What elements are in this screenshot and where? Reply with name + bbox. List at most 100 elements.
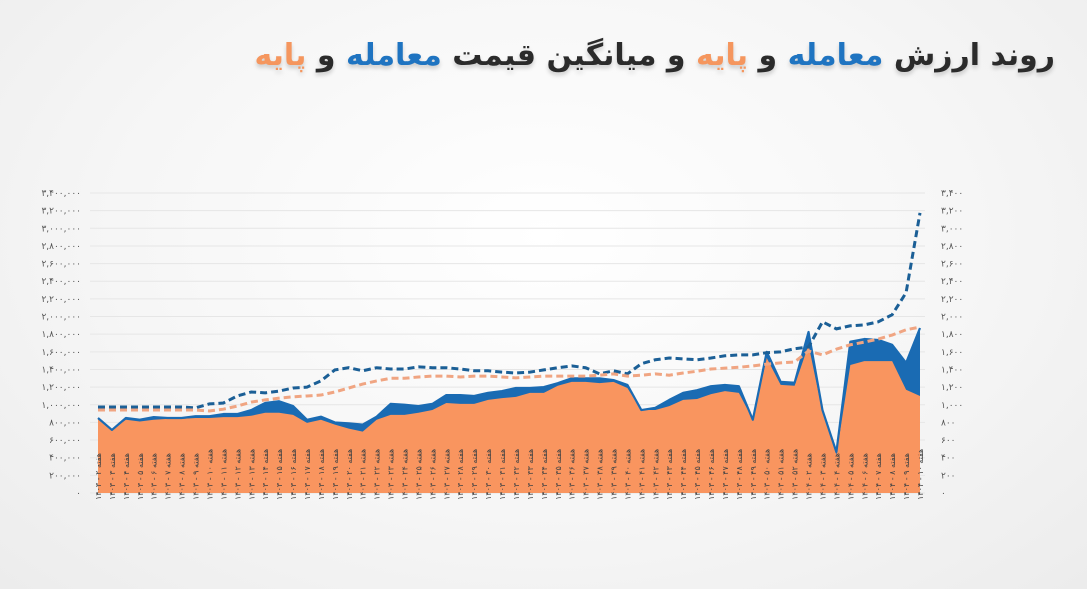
x-axis-tick: هفته ۱۳ - ۱۴۰۳ bbox=[247, 449, 256, 500]
left-axis-tick: ۱,۸۰۰,۰۰۰ bbox=[41, 330, 81, 340]
base-value-area bbox=[98, 344, 920, 493]
x-axis-tick: هفته ۲۹ - ۱۴۰۳ bbox=[470, 449, 479, 500]
x-axis-tick: هفته ۳ - ۱۴۰۴ bbox=[818, 453, 827, 500]
x-axis-tick: هفته ۱۶ - ۱۴۰۳ bbox=[289, 449, 298, 500]
x-axis-tick: هفته ۱۷ - ۱۴۰۳ bbox=[303, 449, 312, 500]
x-axis: هفته ۲ - ۱۴۰۳ هفته ۳ - ۱۴۰۳ هفته ۴ - ۱۴۰۳ ه… bbox=[94, 449, 925, 500]
x-axis-tick: هفته ۷ - ۱۴۰۳ bbox=[164, 453, 173, 500]
x-axis-tick: هفته ۴۶ - ۱۴۰۳ bbox=[707, 449, 716, 500]
x-axis-tick: هفته ۲ - ۱۴۰۳ bbox=[94, 453, 103, 500]
x-axis-tick: هفته ۱۲ - ۱۴۰۳ bbox=[233, 449, 242, 500]
x-axis-tick: هفته ۹ - ۱۴۰۴ bbox=[902, 453, 911, 500]
title-part: و bbox=[748, 38, 788, 73]
x-axis-tick: هفته ۴۹ - ۱۴۰۳ bbox=[749, 449, 758, 500]
x-axis-tick: هفته ۱۴ - ۱۴۰۳ bbox=[261, 449, 270, 500]
x-axis-tick: هفته ۴ - ۱۴۰۴ bbox=[832, 453, 841, 500]
x-axis-tick: هفته ۱۰ - ۱۴۰۴ bbox=[916, 449, 925, 500]
x-axis-tick: هفته ۳۰ - ۱۴۰۳ bbox=[484, 449, 493, 500]
left-axis-tick: ۱,۴۰۰,۰۰۰ bbox=[41, 365, 81, 375]
right-axis-tick: ۱,۴۰۰ bbox=[941, 365, 963, 375]
x-axis-tick: هفته ۶ - ۱۴۰۴ bbox=[860, 453, 869, 500]
right-axis-tick: ۳,۲۰۰ bbox=[941, 207, 963, 217]
right-axis-tick: ۱,۰۰۰ bbox=[941, 401, 963, 411]
x-axis-tick: هفته ۲۱ - ۱۴۰۳ bbox=[359, 449, 368, 500]
right-axis-tick: ۲,۸۰۰ bbox=[941, 242, 963, 252]
x-axis-tick: هفته ۲۴ - ۱۴۰۳ bbox=[401, 449, 410, 500]
trade-value-edge-line bbox=[97, 327, 922, 454]
right-axis-tick: ۲,۴۰۰ bbox=[941, 277, 963, 287]
left-axis-tick: ۲,۲۰۰,۰۰۰ bbox=[41, 295, 81, 305]
left-axis-tick: ۲,۴۰۰,۰۰۰ bbox=[41, 277, 81, 287]
x-axis-tick: هفته ۴۷ - ۱۴۰۳ bbox=[721, 449, 730, 500]
x-axis-tick: هفته ۴۰ - ۱۴۰۳ bbox=[623, 449, 632, 500]
right-axis-tick: ۳,۴۰۰ bbox=[941, 189, 963, 199]
title-part-base: پایه bbox=[696, 38, 749, 73]
title-part: و bbox=[306, 38, 346, 73]
x-axis-tick: هفته ۳۳ - ۱۴۰۳ bbox=[526, 449, 535, 500]
right-axis-tick: ۶۰۰ bbox=[941, 436, 956, 446]
x-axis-tick: هفته ۵۲ - ۱۴۰۳ bbox=[791, 449, 800, 500]
left-axis-tick: ۱,۰۰۰,۰۰۰ bbox=[41, 401, 81, 411]
left-axis: ۰ ۲۰۰,۰۰۰ ۴۰۰,۰۰۰ ۶۰۰,۰۰۰ ۸۰۰,۰۰۰ ۱,۰۰۰,۰۰۰ ۱,… bbox=[41, 189, 81, 499]
left-axis-tick: ۴۰۰,۰۰۰ bbox=[49, 454, 81, 464]
left-axis-tick: ۱,۲۰۰,۰۰۰ bbox=[41, 383, 81, 393]
left-axis-tick: ۳,۰۰۰,۰۰۰ bbox=[41, 224, 81, 234]
x-axis-tick: هفته ۱۰ - ۱۴۰۳ bbox=[205, 449, 214, 500]
x-axis-tick: هفته ۴۲ - ۱۴۰۳ bbox=[651, 449, 660, 500]
left-axis-tick: ۲۰۰,۰۰۰ bbox=[49, 471, 81, 481]
right-axis-tick: ۱,۲۰۰ bbox=[941, 383, 963, 393]
x-axis-tick: هفته ۴۱ - ۱۴۰۳ bbox=[637, 449, 646, 500]
x-axis-tick: هفته ۵ - ۱۴۰۳ bbox=[136, 453, 145, 500]
x-axis-tick: هفته ۳۹ - ۱۴۰۳ bbox=[609, 449, 618, 500]
right-axis-tick: ۱,۸۰۰ bbox=[941, 330, 963, 340]
right-axis-tick: ۲۰۰ bbox=[941, 471, 956, 481]
x-axis-tick: هفته ۳۱ - ۱۴۰۳ bbox=[498, 449, 507, 500]
left-axis-tick: ۲,۰۰۰,۰۰۰ bbox=[41, 313, 81, 323]
right-axis-tick: ۱,۶۰۰ bbox=[941, 348, 963, 358]
x-axis-tick: هفته ۱۹ - ۱۴۰۳ bbox=[331, 449, 340, 500]
left-axis-tick: ۳,۲۰۰,۰۰۰ bbox=[41, 207, 81, 217]
avg-base-price-line bbox=[98, 325, 921, 413]
x-axis-tick: هفته ۴ - ۱۴۰۳ bbox=[122, 453, 131, 500]
title-part-trade: معامله bbox=[787, 38, 884, 73]
right-axis-tick: ۳,۰۰۰ bbox=[941, 224, 963, 234]
left-axis-tick: ۲,۶۰۰,۰۰۰ bbox=[41, 260, 81, 270]
avg-trade-price-line bbox=[98, 212, 922, 410]
x-axis-tick: هفته ۲۰ - ۱۴۰۳ bbox=[345, 449, 354, 500]
x-axis-tick: هفته ۴۵ - ۱۴۰۳ bbox=[693, 449, 702, 500]
x-axis-tick: هفته ۴۴ - ۱۴۰۳ bbox=[679, 449, 688, 500]
x-axis-tick: هفته ۸ - ۱۴۰۳ bbox=[178, 453, 187, 500]
right-axis-tick: ۲,۰۰۰ bbox=[941, 313, 963, 323]
x-axis-tick: هفته ۳۷ - ۱۴۰۳ bbox=[582, 449, 591, 500]
x-axis-tick: هفته ۳۴ - ۱۴۰۳ bbox=[540, 449, 549, 500]
x-axis-tick: هفته ۳۶ - ۱۴۰۳ bbox=[568, 449, 577, 500]
x-axis-tick: هفته ۵۱ - ۱۴۰۳ bbox=[777, 449, 786, 500]
left-axis-tick: ۶۰۰,۰۰۰ bbox=[49, 436, 81, 446]
right-axis-tick: ۴۰۰ bbox=[941, 454, 956, 464]
x-axis-tick: هفته ۴۸ - ۱۴۰۳ bbox=[735, 449, 744, 500]
left-axis-tick: ۸۰۰,۰۰۰ bbox=[49, 418, 81, 428]
x-axis-tick: هفته ۳۵ - ۱۴۰۳ bbox=[554, 449, 563, 500]
x-axis-tick: هفته ۹ - ۱۴۰۳ bbox=[192, 453, 201, 500]
left-axis-tick: ۰ bbox=[76, 489, 81, 499]
x-axis-tick: هفته ۳ - ۱۴۰۳ bbox=[108, 453, 117, 500]
x-axis-tick: هفته ۵ - ۱۴۰۴ bbox=[846, 453, 855, 500]
x-axis-tick: هفته ۱۵ - ۱۴۰۳ bbox=[275, 449, 284, 500]
x-axis-tick: هفته ۷ - ۱۴۰۴ bbox=[874, 453, 883, 500]
x-axis-tick: هفته ۶ - ۱۴۰۳ bbox=[150, 453, 159, 500]
right-axis: ۰ ۲۰۰ ۴۰۰ ۶۰۰ ۸۰۰ ۱,۰۰۰ ۱,۲۰۰ ۱,۴۰۰ ۱,۶۰۰ ۱,۸۰۰ ۲,… bbox=[941, 189, 963, 499]
x-axis-tick: هفته ۸ - ۱۴۰۴ bbox=[888, 453, 897, 500]
x-axis-tick: هفته ۲۷ - ۱۴۰۳ bbox=[442, 449, 451, 500]
title-part: و میانگین قیمت bbox=[441, 38, 697, 73]
left-axis-tick: ۱,۶۰۰,۰۰۰ bbox=[41, 348, 81, 358]
left-axis-tick: ۳,۴۰۰,۰۰۰ bbox=[41, 189, 81, 199]
title-part: روند ارزش bbox=[883, 38, 1056, 73]
x-axis-tick: هفته ۱۸ - ۱۴۰۳ bbox=[317, 449, 326, 500]
x-axis-tick: هفته ۲ - ۱۴۰۴ bbox=[805, 453, 814, 500]
x-axis-tick: هفته ۲۵ - ۱۴۰۳ bbox=[414, 449, 423, 500]
left-axis-tick: ۲,۸۰۰,۰۰۰ bbox=[41, 242, 81, 252]
x-axis-tick: هفته ۵۰ - ۱۴۰۳ bbox=[763, 449, 772, 500]
x-axis-tick: هفته ۲۶ - ۱۴۰۳ bbox=[428, 449, 437, 500]
x-axis-tick: هفته ۲۸ - ۱۴۰۳ bbox=[456, 449, 465, 500]
